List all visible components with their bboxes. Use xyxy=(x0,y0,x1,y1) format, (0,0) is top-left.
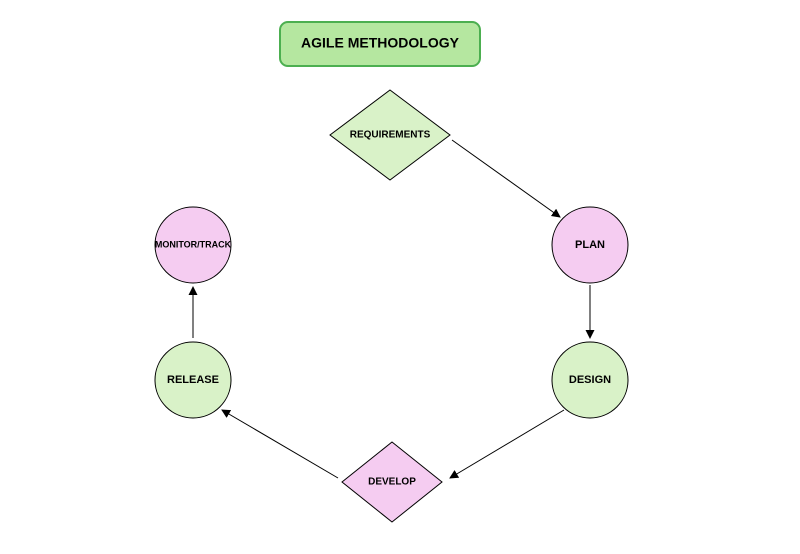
node-release-label: RELEASE xyxy=(167,374,219,386)
node-plan-label: PLAN xyxy=(575,239,605,251)
node-develop: DEVELOP xyxy=(342,442,442,522)
edge-requirements-plan xyxy=(452,140,560,217)
node-requirements: REQUIREMENTS xyxy=(330,90,450,180)
edge-design-develop xyxy=(450,410,564,478)
node-plan: PLAN xyxy=(552,207,628,283)
node-requirements-label: REQUIREMENTS xyxy=(350,130,431,141)
node-develop-label: DEVELOP xyxy=(368,477,416,488)
node-monitor: MONITOR/TRACK xyxy=(155,207,232,283)
agile-methodology-diagram: AGILE METHODOLOGY REQUIREMENTS PLAN DESIGN D… xyxy=(0,0,800,554)
edges-group xyxy=(193,140,590,478)
nodes-group: REQUIREMENTS PLAN DESIGN DEVELOP RELEASE MONI… xyxy=(155,90,628,522)
node-design: DESIGN xyxy=(552,342,628,418)
node-design-label: DESIGN xyxy=(569,374,611,386)
title-label: AGILE METHODOLOGY xyxy=(301,35,460,51)
edge-develop-release xyxy=(222,410,338,478)
node-release: RELEASE xyxy=(155,342,231,418)
node-monitor-label: MONITOR/TRACK xyxy=(155,239,232,249)
